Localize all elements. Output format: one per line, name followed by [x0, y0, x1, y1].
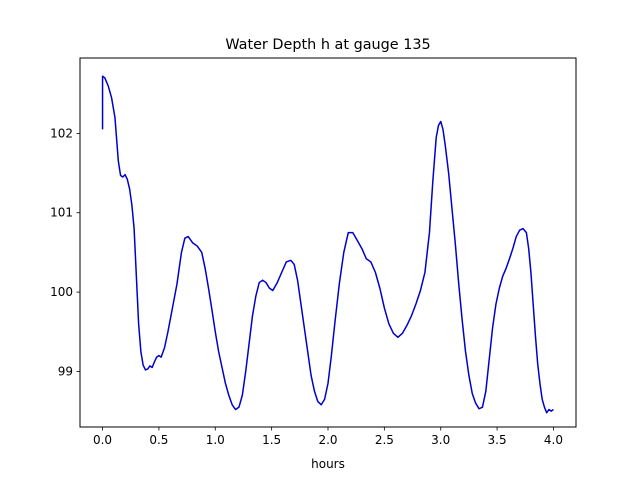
chart-title: Water Depth h at gauge 135 — [225, 37, 430, 53]
x-tick-label: 0.5 — [149, 433, 168, 447]
y-tick-label: 101 — [50, 206, 73, 220]
x-tick-label: 1.0 — [206, 433, 225, 447]
x-tick-label: 2.5 — [375, 433, 394, 447]
y-tick-label: 99 — [58, 364, 73, 378]
y-tick-label: 100 — [50, 285, 73, 299]
y-tick-label: 102 — [50, 126, 73, 140]
x-tick-label: 0.0 — [93, 433, 112, 447]
x-axis-ticks: 0.0 0.5 1.0 1.5 2.0 2.5 3.0 3.5 4.0 — [93, 427, 563, 447]
water-depth-series-line — [101, 75, 554, 414]
x-tick-label: 1.5 — [262, 433, 281, 447]
y-axis-ticks: 99 100 101 102 — [50, 126, 80, 378]
x-tick-label: 4.0 — [544, 433, 563, 447]
x-tick-label: 2.0 — [318, 433, 337, 447]
x-tick-label: 3.0 — [431, 433, 450, 447]
plot-area-frame — [79, 57, 577, 428]
x-axis-label: hours — [311, 457, 345, 471]
x-tick-label: 3.5 — [488, 433, 507, 447]
